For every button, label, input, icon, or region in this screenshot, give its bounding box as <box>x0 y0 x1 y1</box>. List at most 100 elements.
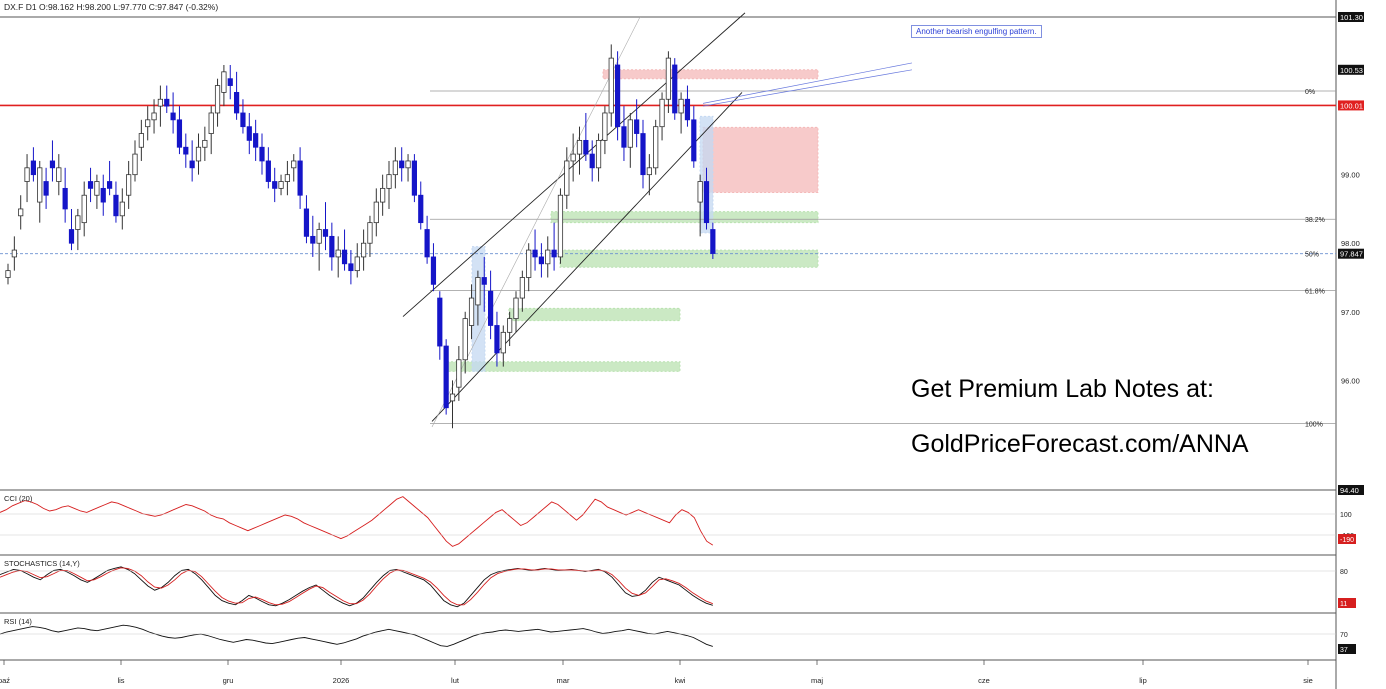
rsi-label: RSI (14) <box>4 617 32 626</box>
candle-body-25 <box>164 98 170 107</box>
ticker-interval: D1 <box>25 2 37 12</box>
x-tick-label-6: kwi <box>675 676 686 685</box>
candle-body-67 <box>430 256 437 285</box>
x-tick-label-4: lut <box>451 676 460 685</box>
candle-body-27 <box>176 119 183 148</box>
candle-body-12 <box>81 194 87 224</box>
price-tick-8: 94.40 <box>1340 486 1359 495</box>
indicator-1-last-label: 11 <box>1340 601 1347 608</box>
candle-body-110 <box>703 181 710 224</box>
candle-body-28 <box>183 146 189 155</box>
x-tick-label-9: lip <box>1139 676 1147 685</box>
support-zone-mid <box>508 307 681 322</box>
candle-body-80 <box>513 297 519 320</box>
candle-body-87 <box>557 194 564 258</box>
candle-body-65 <box>418 194 424 224</box>
candle-body-108 <box>691 119 697 162</box>
channel-lower-line <box>431 92 743 422</box>
candle-body-50 <box>322 229 329 237</box>
indicator-2-axis-label-0: 70 <box>1340 632 1348 639</box>
supply-zone <box>702 126 819 193</box>
candle-body-81 <box>519 277 525 299</box>
candle-body-100 <box>640 133 646 176</box>
ticker-header: DX.F D1 O:98.162 H:98.200 L:97.770 C:97.… <box>4 2 218 12</box>
candle-body-8 <box>56 167 62 182</box>
ticker-symbol: DX.F <box>4 2 24 12</box>
candle-body-15 <box>100 187 106 203</box>
support-zone-upper <box>550 211 819 224</box>
candle-body-26 <box>170 112 176 121</box>
annotation-pointer-1 <box>702 62 913 104</box>
candle-body-68 <box>437 297 443 347</box>
fib-label-4: 100% <box>1305 422 1323 429</box>
candle-body-4 <box>30 160 37 176</box>
candle-body-39 <box>253 133 259 148</box>
indicator-2-last-tag <box>1338 644 1356 654</box>
candle-body-51 <box>329 235 335 258</box>
candle-body-64 <box>411 160 418 196</box>
candle-body-48 <box>310 235 316 244</box>
candle-body-91 <box>583 139 589 155</box>
promo-line-2[interactable]: GoldPriceForecast.com/ANNA <box>911 430 1249 458</box>
stoch-label: STOCHASTICS (14,Y) <box>4 559 80 568</box>
price-tick-5: 97.847 <box>1340 250 1363 259</box>
candle-body-40 <box>259 146 265 162</box>
candle-body-71 <box>456 359 462 388</box>
cci-label: CCI (20) <box>4 494 33 503</box>
candle-body-7 <box>49 160 56 169</box>
candle-body-95 <box>608 57 614 114</box>
candle-body-38 <box>246 126 252 141</box>
indicator-2-series-0 <box>0 624 713 647</box>
candle-body-66 <box>424 229 430 258</box>
pattern-annotation[interactable]: Another bearish engulfing pattern. <box>911 25 1042 38</box>
candle-body-79 <box>507 318 513 333</box>
indicator-0-last-tag <box>1338 534 1356 544</box>
promo-line-1: Get Premium Lab Notes at: <box>911 375 1214 403</box>
candle-body-34 <box>221 71 227 93</box>
candle-body-98 <box>627 119 633 148</box>
candle-body-0 <box>5 270 11 278</box>
candle-body-70 <box>449 393 456 402</box>
candle-body-97 <box>621 126 627 148</box>
candle-body-104 <box>665 57 672 100</box>
candle-body-9 <box>62 187 68 210</box>
candle-body-59 <box>380 187 386 203</box>
candle-body-99 <box>634 119 640 134</box>
candle-body-106 <box>678 98 684 114</box>
candle-body-102 <box>653 126 659 169</box>
candle-body-82 <box>526 249 532 278</box>
candle-body-63 <box>405 160 411 169</box>
candle-body-93 <box>595 139 602 169</box>
candle-body-21 <box>138 133 144 148</box>
candle-body-57 <box>367 222 373 244</box>
candle-body-86 <box>551 249 557 258</box>
indicator-0-axis-label-0: 100 <box>1340 512 1352 519</box>
candle-body-36 <box>233 92 240 114</box>
candle-body-3 <box>24 167 30 182</box>
support-zone-main <box>559 249 819 268</box>
x-tick-label-8: cze <box>978 676 990 685</box>
x-tick-label-7: maj <box>811 676 823 685</box>
candle-body-19 <box>126 174 132 196</box>
price-tick-0: 101.30 <box>1340 13 1363 22</box>
candle-body-55 <box>354 256 360 272</box>
x-tick-label-3: 2026 <box>333 676 350 685</box>
ticker-open: O:98.162 <box>39 2 74 12</box>
candle-body-41 <box>265 160 271 182</box>
candle-body-31 <box>202 139 208 148</box>
candle-body-61 <box>392 160 398 176</box>
candle-body-111 <box>710 229 716 254</box>
candle-body-16 <box>107 181 113 189</box>
candle-body-30 <box>195 146 202 162</box>
candle-body-109 <box>697 181 703 203</box>
price-tag-5 <box>1338 248 1364 259</box>
candle-body-35 <box>227 78 233 86</box>
candle-body-60 <box>386 174 392 189</box>
fib-label-0: 0% <box>1305 89 1315 96</box>
candle-body-83 <box>532 249 538 258</box>
channel-upper-line <box>402 12 746 317</box>
candle-body-20 <box>132 153 138 176</box>
candle-body-1 <box>11 249 17 258</box>
candle-body-18 <box>119 201 125 217</box>
ticker-close: C:97.847 <box>148 2 184 12</box>
